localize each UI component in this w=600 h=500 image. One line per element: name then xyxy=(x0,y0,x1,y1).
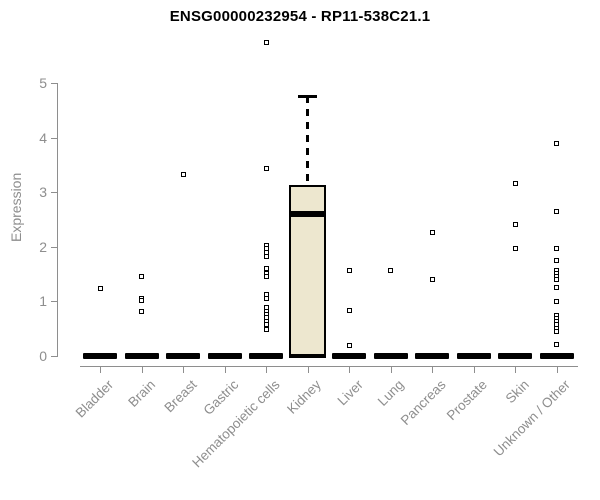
y-tick-label: 3 xyxy=(39,184,47,201)
outlier-point xyxy=(512,180,518,186)
outlier-point xyxy=(554,328,559,334)
upper-whisker-kidney xyxy=(306,96,309,185)
chart-title: ENSG00000232954 - RP11-538C21.1 xyxy=(169,8,431,25)
zero-bar-unknown-other xyxy=(539,353,574,359)
zero-bar-pancreas xyxy=(415,353,449,359)
zero-bar-hematopoietic-cells xyxy=(249,353,283,359)
y-axis-line xyxy=(57,83,58,357)
outlier-point xyxy=(554,209,559,215)
x-category-label-breast: Breast xyxy=(161,377,200,416)
zero-bar-bladder xyxy=(83,353,117,359)
y-tick-label: 2 xyxy=(39,238,47,255)
outlier-point xyxy=(263,327,269,333)
outlier-point xyxy=(554,276,559,282)
x-tick xyxy=(100,366,101,373)
x-tick xyxy=(556,366,558,373)
y-tick xyxy=(51,83,57,84)
outlier-point xyxy=(263,165,269,171)
outlier-point xyxy=(554,342,559,348)
outlier-point xyxy=(180,172,186,178)
x-category-label-unknown-other: Unknown / Other xyxy=(490,377,574,460)
y-tick-label: 4 xyxy=(39,129,47,146)
x-category-label-liver: Liver xyxy=(334,377,366,409)
outlier-point xyxy=(554,284,559,290)
outlier-point xyxy=(263,265,269,271)
outlier-point xyxy=(554,141,559,147)
y-tick-label: 5 xyxy=(39,75,47,91)
x-tick xyxy=(349,366,350,373)
outlier-point xyxy=(429,229,435,235)
outlier-point xyxy=(512,245,518,251)
x-category-label-gastric: Gastric xyxy=(200,377,242,418)
x-tick xyxy=(224,366,226,373)
outlier-point xyxy=(554,258,559,264)
zero-bar-lung xyxy=(373,353,408,359)
y-tick xyxy=(51,192,57,194)
outlier-point xyxy=(346,268,352,274)
outlier-point xyxy=(554,299,559,305)
outlier-point xyxy=(139,274,144,280)
x-tick xyxy=(266,366,267,373)
zero-bar-prostate xyxy=(456,353,491,359)
x-category-label-prostate: Prostate xyxy=(443,377,491,424)
outlier-point xyxy=(263,295,269,301)
zero-bar-liver xyxy=(332,353,366,359)
x-tick xyxy=(141,366,143,373)
outlier-point xyxy=(346,343,352,349)
x-category-label-bladder: Bladder xyxy=(73,377,117,421)
outlier-point xyxy=(388,268,393,274)
y-tick-label: 0 xyxy=(39,348,47,364)
y-axis-label: Expression xyxy=(8,172,24,242)
outlier-point xyxy=(346,307,352,313)
x-axis-line xyxy=(80,366,578,367)
outlier-point xyxy=(97,286,103,292)
x-tick xyxy=(390,366,392,373)
y-tick-label: 1 xyxy=(39,293,47,310)
x-category-label-kidney: Kidney xyxy=(284,377,325,417)
y-tick xyxy=(51,356,57,357)
outlier-point xyxy=(429,277,435,283)
zero-bar-gastric xyxy=(207,353,242,359)
y-tick xyxy=(51,301,57,303)
x-tick xyxy=(183,366,184,373)
median-line-kidney xyxy=(289,211,326,218)
x-tick xyxy=(307,366,309,373)
x-category-label-pancreas: Pancreas xyxy=(397,377,449,428)
y-tick xyxy=(51,246,57,248)
x-tick xyxy=(432,366,433,373)
outlier-point xyxy=(263,40,269,46)
outlier-point xyxy=(263,274,269,280)
zero-bar-skin xyxy=(498,353,532,359)
x-tick xyxy=(473,366,475,373)
x-category-label-brain: Brain xyxy=(125,377,159,410)
y-tick xyxy=(51,137,57,139)
outlier-point xyxy=(139,298,144,304)
outlier-point xyxy=(512,221,518,227)
zero-bar-breast xyxy=(166,353,200,359)
outlier-point xyxy=(554,245,559,251)
x-category-label-lung: Lung xyxy=(375,377,408,409)
x-tick xyxy=(515,366,516,373)
outlier-point xyxy=(263,253,269,259)
outlier-point xyxy=(139,308,144,314)
outlier-point xyxy=(263,322,269,328)
whisker-cap-kidney xyxy=(298,95,317,99)
x-category-label-skin: Skin xyxy=(502,377,532,407)
zero-bar-brain xyxy=(124,353,159,359)
